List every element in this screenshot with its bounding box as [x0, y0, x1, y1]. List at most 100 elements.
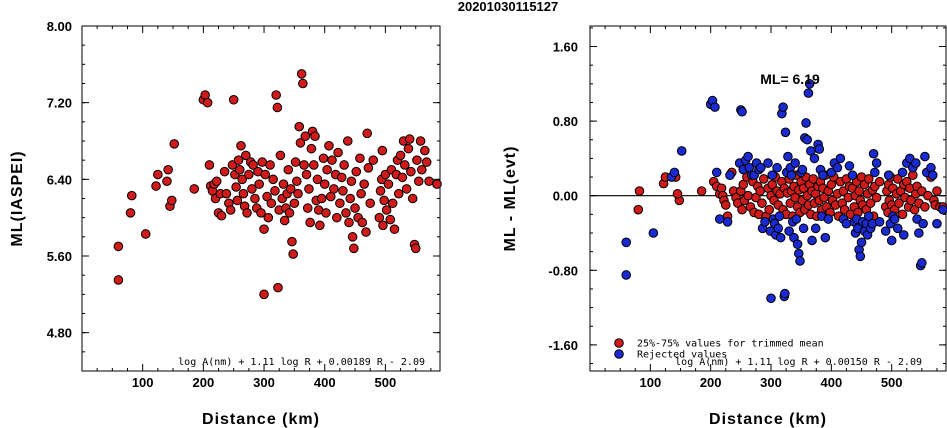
data-point: [162, 176, 172, 187]
data-point: [381, 205, 392, 215]
data-point: [737, 106, 747, 117]
data-point: [236, 140, 246, 151]
data-point: [801, 118, 811, 128]
data-point: [377, 145, 388, 156]
data-point: [880, 226, 891, 236]
x-axis-label: Distance (km): [202, 411, 320, 428]
data-point: [764, 204, 775, 215]
data-point: [897, 167, 908, 178]
data-point: [395, 150, 406, 161]
data-point: [362, 128, 372, 139]
data-point: [375, 186, 386, 196]
data-point: [743, 151, 753, 162]
data-point: [634, 186, 645, 196]
data-point: [202, 97, 213, 108]
y-tick-label: 5.60: [47, 249, 72, 264]
data-point: [714, 214, 725, 224]
data-point: [621, 270, 632, 280]
data-point: [257, 157, 268, 167]
data-point: [780, 288, 790, 299]
data-point: [361, 227, 371, 237]
data-point: [400, 160, 410, 170]
data-point: [287, 236, 297, 247]
data-point: [368, 155, 379, 165]
data-point: [338, 186, 348, 196]
data-point: [204, 160, 215, 170]
data-point: [917, 258, 927, 268]
formula-label: log A(nm) + 1.11 log R + 0.00150 R - 2.0…: [675, 357, 922, 368]
data-point: [738, 179, 749, 190]
data-point: [292, 176, 302, 187]
data-point: [865, 198, 876, 208]
legend-label-rejected: Rejected values: [637, 350, 727, 361]
data-point: [266, 198, 277, 209]
data-point: [285, 184, 296, 194]
data-point: [809, 153, 820, 164]
data-point: [278, 179, 289, 189]
data-point: [855, 251, 866, 262]
data-point: [306, 143, 317, 154]
data-point: [841, 218, 852, 229]
data-point: [784, 226, 794, 236]
data-point: [225, 205, 236, 215]
data-point: [757, 198, 767, 208]
data-point: [329, 184, 339, 194]
data-point: [259, 224, 269, 234]
data-point: [763, 158, 773, 168]
data-point: [856, 237, 867, 248]
data-point: [790, 158, 800, 168]
ml-residual-panel: 100 200 300 400 500 -1.60 -0.80 0.00 0.80 1.60 Dis…: [502, 25, 947, 428]
data-point: [672, 189, 683, 199]
data-point: [786, 170, 797, 180]
data-point: [302, 203, 313, 213]
x-tick-label: 100: [132, 375, 154, 390]
data-point: [792, 239, 803, 249]
data-point: [648, 228, 659, 238]
data-point: [918, 218, 928, 229]
data-point: [383, 179, 394, 189]
data-point: [886, 235, 897, 246]
data-point: [244, 169, 254, 180]
data-point: [312, 174, 323, 185]
data-point: [351, 166, 362, 177]
data-point: [835, 153, 846, 164]
legend-marker-accepted: [614, 338, 624, 348]
data-point: [413, 176, 424, 187]
data-point: [321, 208, 331, 218]
data-point: [153, 169, 163, 180]
data-point: [889, 214, 900, 224]
data-point: [897, 209, 908, 220]
data-point: [310, 131, 320, 142]
data-point: [720, 200, 731, 210]
data-point: [892, 223, 903, 234]
data-point: [374, 212, 385, 223]
data-point: [167, 195, 177, 206]
data-point: [898, 230, 909, 240]
y-tick-label: 6.40: [47, 172, 72, 187]
data-point: [633, 204, 644, 215]
data-point: [345, 193, 355, 204]
data-point: [336, 172, 347, 183]
data-point: [234, 164, 245, 175]
data-point: [219, 166, 230, 177]
data-point: [415, 136, 426, 146]
data-point: [263, 212, 274, 223]
data-point: [125, 208, 136, 218]
x-tick-label: 300: [253, 375, 275, 390]
data-point: [863, 211, 874, 222]
data-point: [432, 179, 442, 189]
data-point: [346, 176, 357, 187]
data-point: [273, 282, 283, 293]
data-point: [301, 169, 312, 180]
data-point: [767, 170, 778, 180]
x-tick-label: 500: [881, 375, 903, 390]
data-point: [403, 143, 414, 154]
data-point: [783, 151, 793, 162]
data-point: [288, 249, 298, 259]
data-point: [797, 164, 808, 175]
data-point: [420, 145, 430, 156]
data-point: [140, 229, 151, 239]
x-tick-label: 400: [314, 375, 336, 390]
data-point: [874, 217, 885, 227]
y-tick-label: 7.20: [47, 96, 72, 111]
